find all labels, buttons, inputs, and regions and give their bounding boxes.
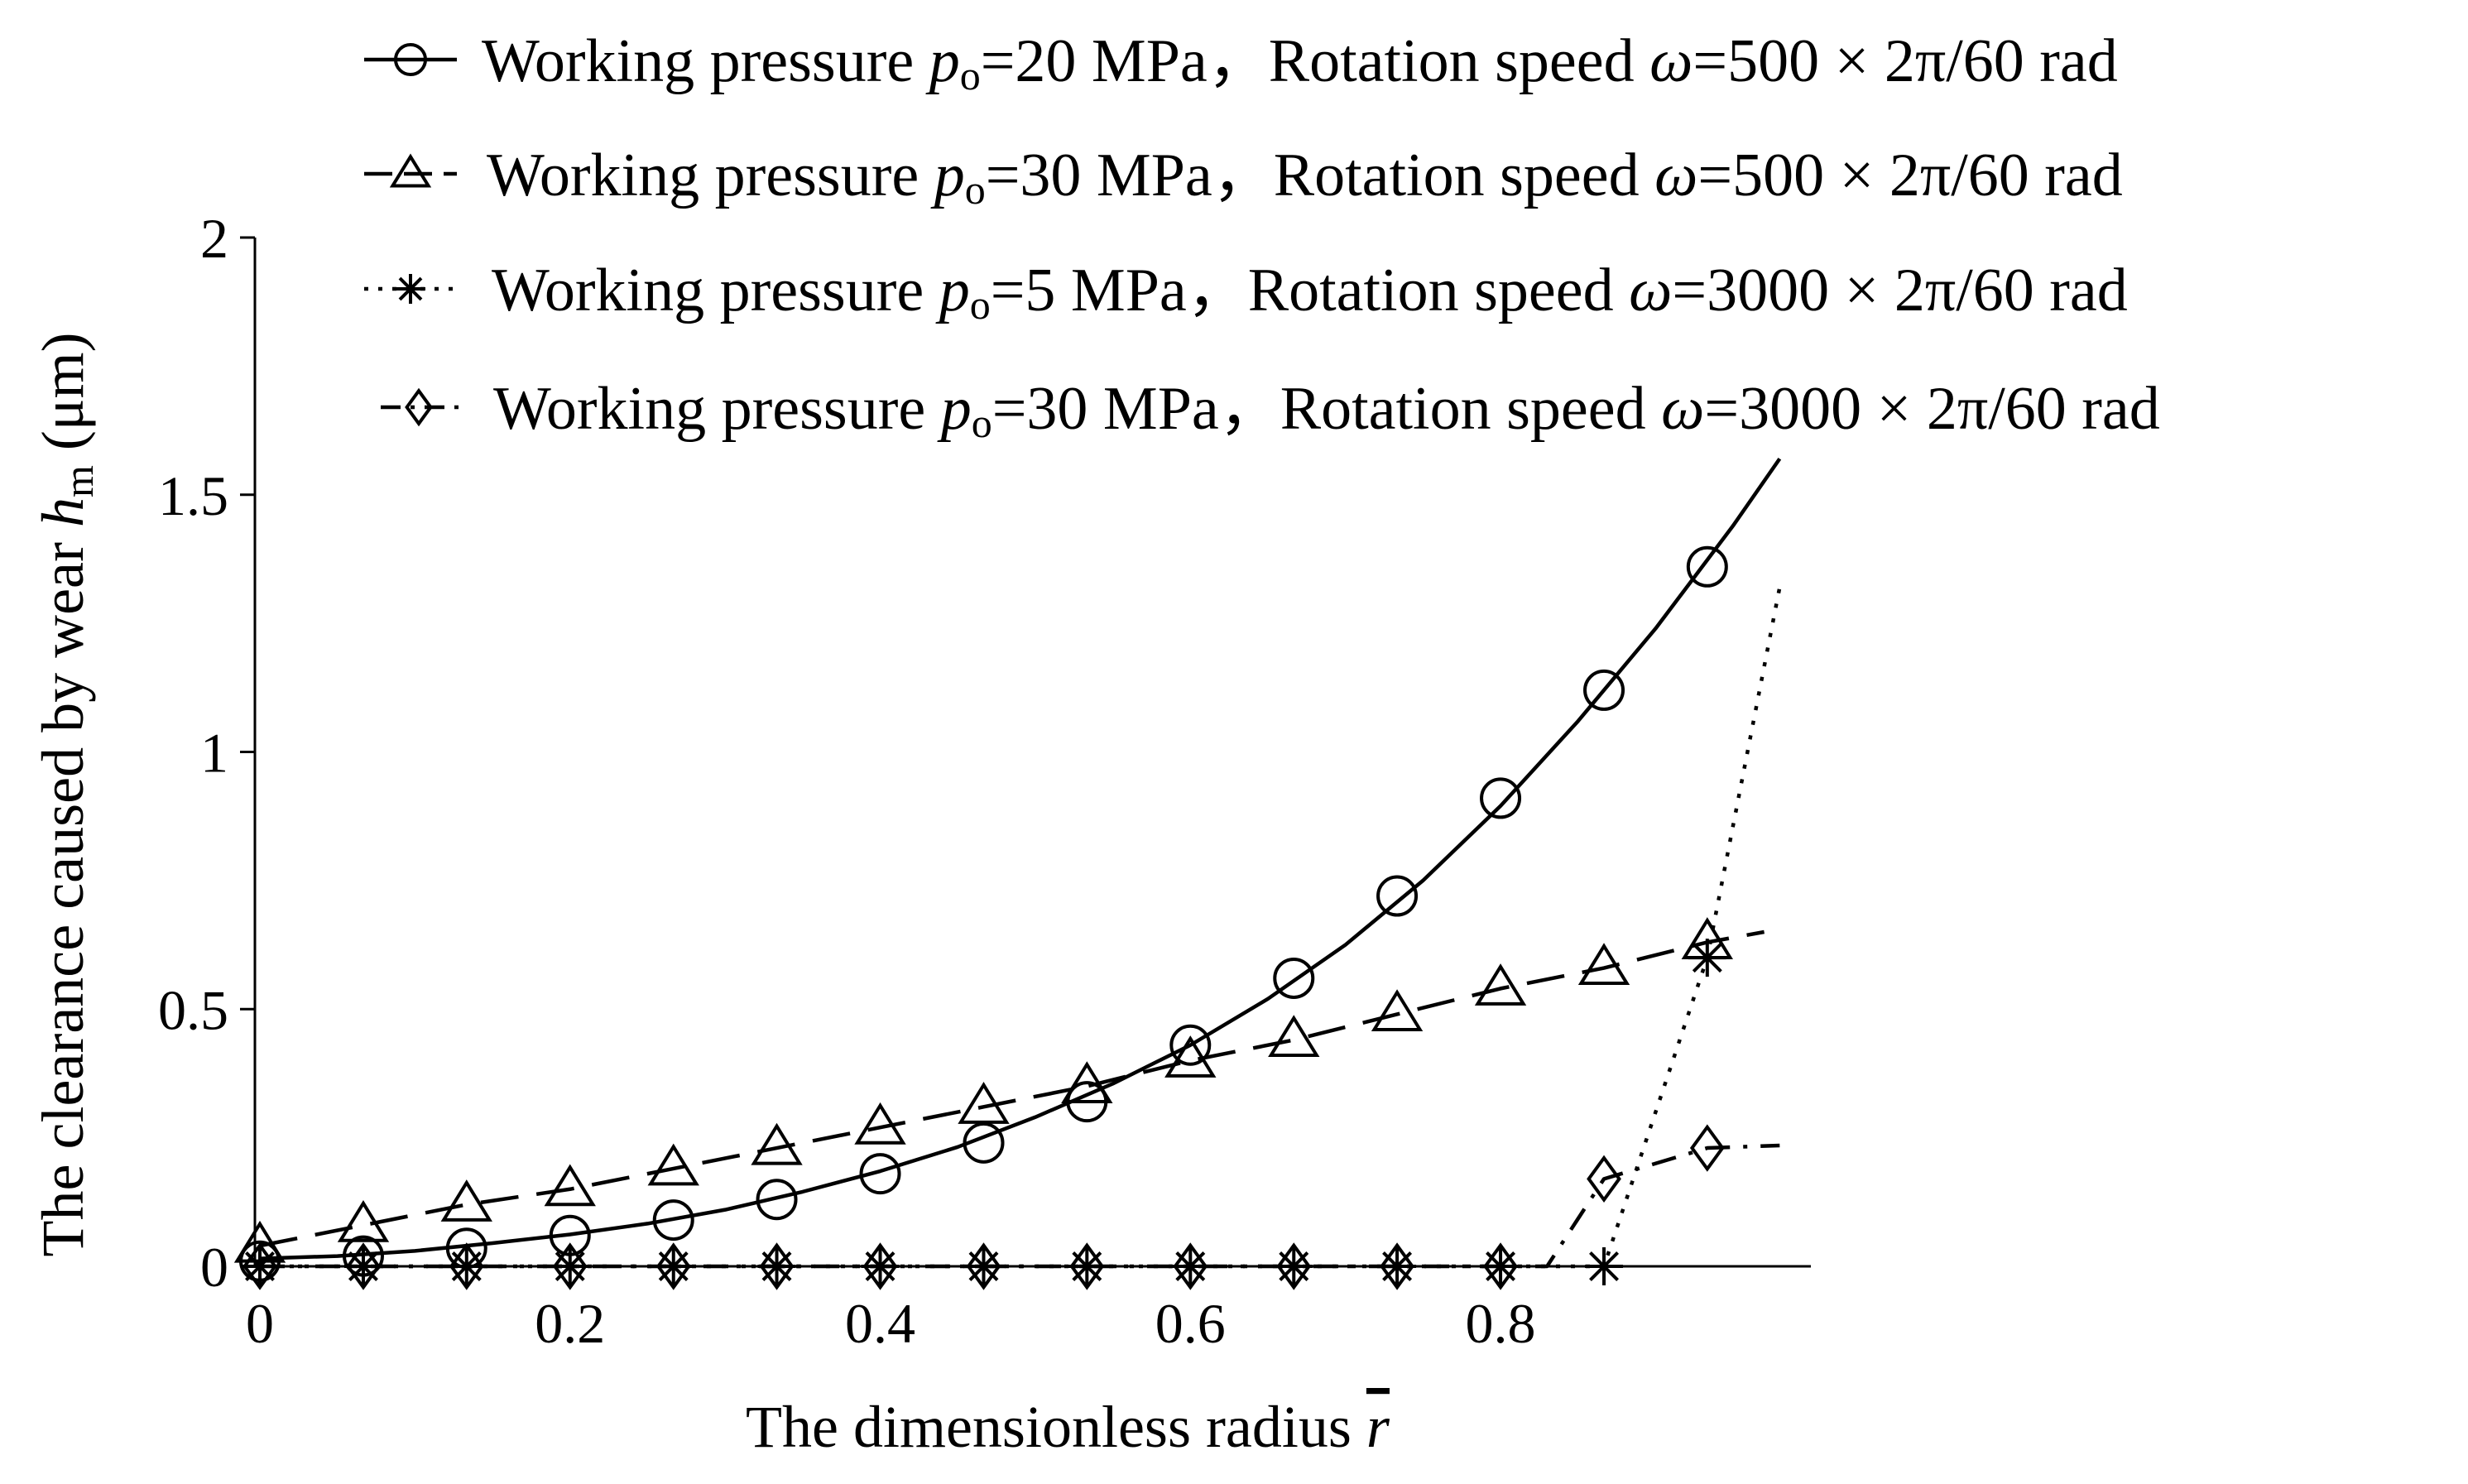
data-point (552, 1242, 588, 1290)
data-point (449, 1242, 484, 1290)
y-tick-label: 0.5 (158, 978, 228, 1041)
data-point (544, 1164, 596, 1207)
data-point (1587, 1155, 1621, 1203)
data-point (966, 1242, 1001, 1290)
data-point (346, 1242, 381, 1290)
legend-marker (405, 387, 433, 427)
y-tick-label: 1.5 (158, 464, 228, 527)
data-point (1380, 1242, 1414, 1290)
series-line (259, 457, 1782, 1261)
data-point (1164, 1035, 1217, 1078)
axis-labels: The dimensionless radius r The clearance … (30, 333, 1390, 1460)
data-point (1276, 1242, 1312, 1290)
series-triangle (233, 917, 1765, 1263)
data-point (550, 1247, 589, 1285)
data-point (1686, 545, 1728, 588)
legend-label: Working pressure po=30 MPa，Rotation spee… (487, 142, 2123, 213)
data-point (1688, 939, 1726, 977)
legend-marker (389, 153, 432, 188)
data-point (652, 1199, 694, 1241)
series-line (260, 587, 1782, 1269)
data-point (1268, 1015, 1320, 1058)
data-point (1378, 1247, 1417, 1285)
data-point (958, 1082, 1010, 1124)
y-tick-label: 2 (200, 207, 228, 270)
data-point (759, 1242, 795, 1290)
data-point (440, 1179, 492, 1222)
data-point (859, 1153, 901, 1195)
data-point (1474, 963, 1527, 1006)
y-tick-label: 0 (200, 1236, 228, 1299)
data-point (1273, 957, 1315, 999)
x-tick-label: 0.6 (1155, 1292, 1226, 1355)
y-axis-label: The clearance caused by wear hm (μm) (30, 333, 102, 1257)
data-point (1169, 1024, 1212, 1066)
legend-label: Working pressure po=5 MPa，Rotation speed… (492, 257, 2128, 328)
data-point (1376, 875, 1419, 917)
data-point (1480, 777, 1522, 819)
data-point (1585, 1247, 1624, 1285)
data-point (1068, 1247, 1107, 1285)
data-point (655, 1242, 691, 1290)
series-layer (233, 457, 1782, 1290)
legend-marker (396, 274, 425, 304)
data-point (756, 1179, 798, 1221)
series-diamond (242, 1124, 1780, 1290)
x-tick-label: 0.8 (1466, 1292, 1536, 1355)
axes: 0 0.5 1 1.5 2 0 0.2 0.4 0.6 0.8 (158, 207, 1811, 1355)
legend-entry: Working pressure po=20 MPa，Rotation spee… (364, 27, 2118, 98)
x-tick-label: 0 (246, 1292, 274, 1355)
data-point (1061, 1061, 1113, 1103)
legend-entry: Working pressure po=30 MPa，Rotation spee… (381, 375, 2160, 446)
x-tick-label: 0.2 (535, 1292, 605, 1355)
legend-label: Working pressure po=30 MPa，Rotation spee… (493, 375, 2160, 446)
data-point (1577, 943, 1630, 986)
data-point (654, 1247, 693, 1285)
data-point (1275, 1247, 1313, 1285)
legend-entry: Working pressure po=30 MPa，Rotation spee… (364, 142, 2123, 213)
legend-marker (394, 43, 427, 76)
data-point (1171, 1247, 1210, 1285)
data-point (1173, 1242, 1208, 1290)
data-point (854, 1102, 906, 1145)
y-tick-label: 1 (200, 722, 228, 785)
data-point (1483, 1242, 1518, 1290)
data-point (751, 1122, 803, 1165)
series-line (260, 1143, 1780, 1269)
series-line (259, 929, 1765, 1248)
data-point (1583, 669, 1625, 711)
data-point (1689, 1124, 1725, 1172)
x-axis-label: The dimensionless radius r (746, 1394, 1390, 1460)
legend: Working pressure po=20 MPa，Rotation spee… (364, 27, 2160, 446)
legend-entry: Working pressure po=5 MPa，Rotation speed… (364, 257, 2128, 328)
series-circle (239, 457, 1782, 1282)
data-point (647, 1143, 699, 1186)
series-asterisk (241, 587, 1782, 1285)
data-point (862, 1242, 898, 1290)
x-tick-label: 0.4 (845, 1292, 915, 1355)
data-point (1069, 1242, 1105, 1290)
legend-label: Working pressure po=20 MPa，Rotation spee… (482, 27, 2118, 98)
data-point (242, 1242, 277, 1290)
data-point (337, 1200, 390, 1242)
data-point (343, 1247, 382, 1285)
data-point (1371, 989, 1424, 1031)
